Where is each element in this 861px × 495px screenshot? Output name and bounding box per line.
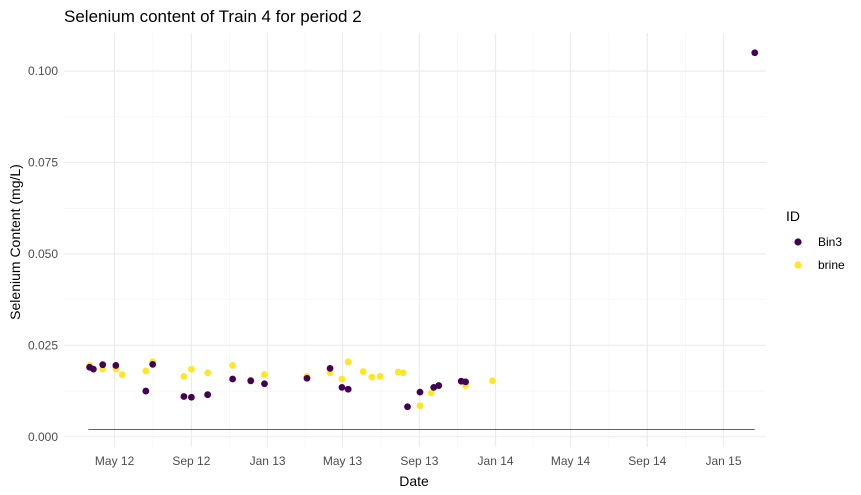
data-point-bin3 [142,387,150,395]
data-point-brine [416,402,424,410]
data-point-bin3 [229,375,237,383]
data-point-bin3 [99,361,107,369]
y-tick-label: 0.075 [28,155,58,169]
data-point-bin3 [338,383,346,391]
data-point-brine [188,365,195,373]
x-tick-label: Sep 14 [628,454,666,468]
data-point-brine [180,373,188,380]
chart-title: Selenium content of Train 4 for period 2 [64,7,362,26]
data-point-bin3 [751,49,759,57]
data-point-brine [261,371,268,378]
data-point-brine [399,369,407,377]
data-point-bin3 [188,393,195,401]
data-point-bin3 [112,362,120,369]
legend-key-bin3 [794,238,802,246]
x-tick-label: Jan 13 [250,454,286,468]
data-point-brine [142,367,150,375]
x-tick-label: Jan 15 [706,454,742,468]
data-point-brine [204,369,212,377]
data-point-brine [427,389,435,397]
data-point-bin3 [303,374,311,382]
y-axis-title: Selenium Content (mg/L) [7,164,23,320]
x-tick-label: May 13 [323,454,363,468]
data-point-brine [489,377,496,385]
legend-title: ID [786,208,800,224]
data-point-bin3 [404,403,411,411]
plot-panel: 0.000 0.025 0.050 0.075 0.100 May 12 Sep 12 Jan… [28,33,766,468]
data-point-bin3 [247,377,255,385]
data-point-brine [394,368,402,376]
data-point-bin3 [89,365,97,373]
data-point-brine [344,358,352,366]
data-point-bin3 [204,391,212,399]
legend-label-brine: brine [818,258,845,272]
x-tick-label: Sep 13 [400,454,438,468]
x-tick-label: May 14 [551,454,591,468]
data-point-bin3 [180,393,188,400]
data-point-brine [376,373,384,380]
data-point-brine [229,362,237,369]
data-point-brine [338,375,346,383]
y-tick-label: 0.100 [28,64,58,78]
y-tick-label: 0.050 [28,247,58,261]
data-point-bin3 [149,360,157,368]
legend: ID Bin3 brine [786,208,845,272]
x-tick-label: Sep 12 [172,454,210,468]
data-point-bin3 [462,378,469,386]
y-tick-label: 0.000 [28,430,58,444]
y-tick-label: 0.025 [28,338,58,352]
data-point-bin3 [416,388,424,396]
data-point-brine [118,371,126,378]
data-point-bin3 [435,382,443,389]
data-point-bin3 [344,385,352,393]
x-tick-label: May 12 [95,454,135,468]
legend-key-brine [794,261,802,269]
data-point-bin3 [326,364,334,372]
data-point-brine [359,368,367,376]
legend-label-bin3: Bin3 [818,235,842,249]
data-point-bin3 [261,380,268,388]
x-axis-title: Date [399,473,429,489]
data-point-brine [368,373,376,381]
x-tick-label: Jan 14 [478,454,514,468]
